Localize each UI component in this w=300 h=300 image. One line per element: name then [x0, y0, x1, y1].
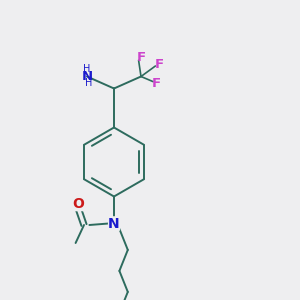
Text: H: H [83, 64, 91, 74]
Text: F: F [136, 51, 146, 64]
Text: F: F [154, 58, 164, 71]
Text: N: N [81, 70, 93, 83]
Text: O: O [73, 197, 85, 211]
Text: N: N [108, 217, 120, 230]
Text: H: H [85, 78, 92, 88]
Text: F: F [152, 77, 160, 91]
